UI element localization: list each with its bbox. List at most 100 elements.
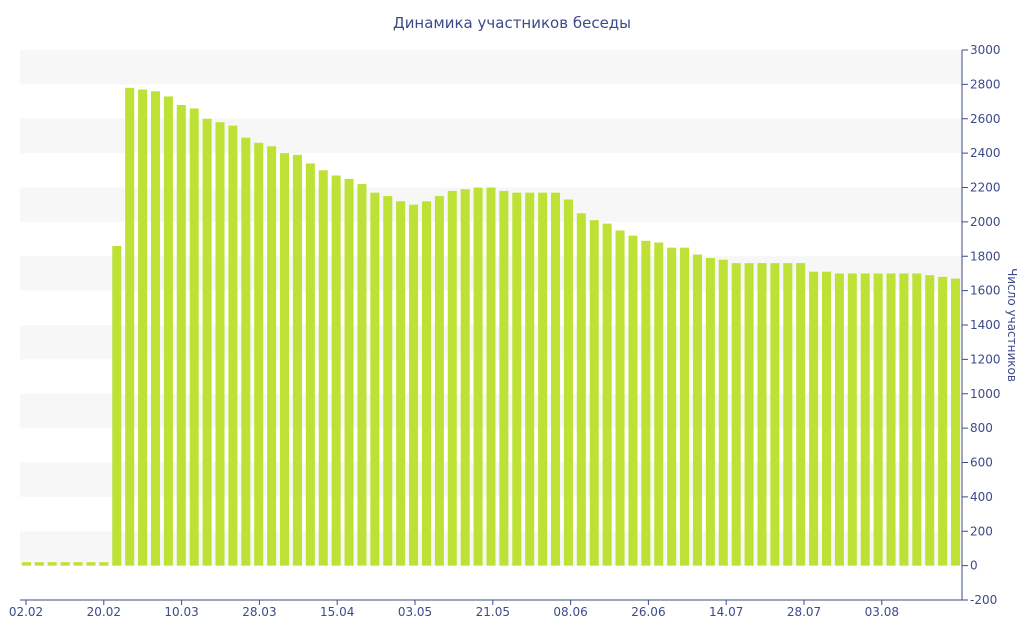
y-tick-label: -200 xyxy=(970,593,997,607)
bar xyxy=(899,273,909,566)
bar xyxy=(370,192,380,566)
grid-band xyxy=(20,50,962,85)
bar xyxy=(834,273,844,566)
bar xyxy=(267,146,277,566)
x-tick-label: 03.05 xyxy=(398,605,432,619)
x-tick-label: 08.06 xyxy=(553,605,587,619)
y-tick-label: 1200 xyxy=(970,352,1001,366)
y-tick-label: 400 xyxy=(970,490,993,504)
bar xyxy=(344,178,354,566)
y-tick-label: 600 xyxy=(970,456,993,470)
bar xyxy=(21,562,31,566)
y-tick-label: 2800 xyxy=(970,77,1001,91)
y-axis-title: Число участников xyxy=(1005,268,1019,382)
bar xyxy=(667,247,677,566)
bar xyxy=(602,223,612,566)
y-tick-label: 200 xyxy=(970,524,993,538)
y-tick-label: 2200 xyxy=(970,181,1001,195)
y-tick-label: 2600 xyxy=(970,112,1001,126)
x-tick-label: 28.07 xyxy=(787,605,821,619)
bar xyxy=(551,192,561,566)
bar xyxy=(357,184,367,566)
bar xyxy=(215,122,225,566)
bar xyxy=(280,153,290,566)
y-tick-label: 1400 xyxy=(970,318,1001,332)
bar xyxy=(951,278,961,566)
bar xyxy=(796,263,806,566)
grid-band xyxy=(20,118,962,154)
bar xyxy=(138,89,148,566)
bar xyxy=(396,201,406,566)
bar xyxy=(176,105,186,566)
bar xyxy=(499,190,509,566)
bar xyxy=(254,142,264,566)
y-tick-label: 2400 xyxy=(970,146,1001,160)
bar xyxy=(47,562,57,566)
y-tick-label: 0 xyxy=(970,559,978,573)
bar xyxy=(731,263,741,566)
y-tick-label: 1800 xyxy=(970,249,1001,263)
bar-series xyxy=(21,87,961,566)
x-tick-label: 20.02 xyxy=(87,605,121,619)
bar xyxy=(718,259,728,566)
bar xyxy=(912,273,922,566)
bar xyxy=(202,118,212,566)
bar xyxy=(860,273,870,566)
bar xyxy=(150,91,161,566)
bar xyxy=(744,263,754,566)
bar xyxy=(589,220,599,566)
bar xyxy=(654,242,664,566)
bar xyxy=(692,254,702,566)
bar xyxy=(873,273,883,566)
bar xyxy=(421,201,431,566)
y-axis: -200 0 200 400 600 800 1000 1200 1400 1600 1800 200… xyxy=(961,43,1001,607)
bar xyxy=(34,562,44,566)
x-tick-label: 15.04 xyxy=(320,605,354,619)
bar xyxy=(73,562,83,566)
bar xyxy=(473,187,483,566)
bar xyxy=(189,108,199,566)
y-tick-label: 2000 xyxy=(970,215,1001,229)
bar xyxy=(641,240,651,566)
bar xyxy=(821,271,832,566)
bar xyxy=(757,263,767,566)
x-axis: 02.02 20.02 10.03 28.03 15.04 03.05 21.05 08.06… xyxy=(9,599,962,619)
bar xyxy=(615,230,625,566)
bar xyxy=(99,562,109,566)
bar xyxy=(512,192,522,566)
x-tick-label: 02.02 xyxy=(9,605,43,619)
y-tick-label: 1600 xyxy=(970,284,1001,298)
bar xyxy=(576,213,586,566)
bar xyxy=(460,189,470,566)
bar xyxy=(241,137,251,566)
bar xyxy=(525,192,535,566)
bar xyxy=(770,263,780,566)
bar xyxy=(809,271,819,566)
bar xyxy=(125,87,135,566)
bar xyxy=(434,196,444,566)
y-tick-label: 3000 xyxy=(970,43,1001,57)
bar xyxy=(318,170,328,566)
bar xyxy=(409,204,419,566)
x-tick-label: 14.07 xyxy=(709,605,743,619)
x-tick-label: 21.05 xyxy=(476,605,510,619)
chart-title: Динамика участников беседы xyxy=(393,14,631,32)
bar xyxy=(680,247,690,566)
bar xyxy=(60,562,70,566)
bar xyxy=(292,154,302,566)
bar xyxy=(886,273,896,566)
bar xyxy=(486,187,496,566)
bar xyxy=(447,190,457,566)
bar xyxy=(538,192,548,566)
bar xyxy=(783,263,793,566)
bar xyxy=(305,163,315,566)
bar xyxy=(847,273,857,566)
bar xyxy=(331,175,341,566)
bar xyxy=(628,235,638,566)
bar xyxy=(925,275,935,566)
bar xyxy=(163,96,173,566)
bar xyxy=(938,276,948,566)
y-tick-label: 800 xyxy=(970,421,993,435)
bar xyxy=(383,196,393,566)
